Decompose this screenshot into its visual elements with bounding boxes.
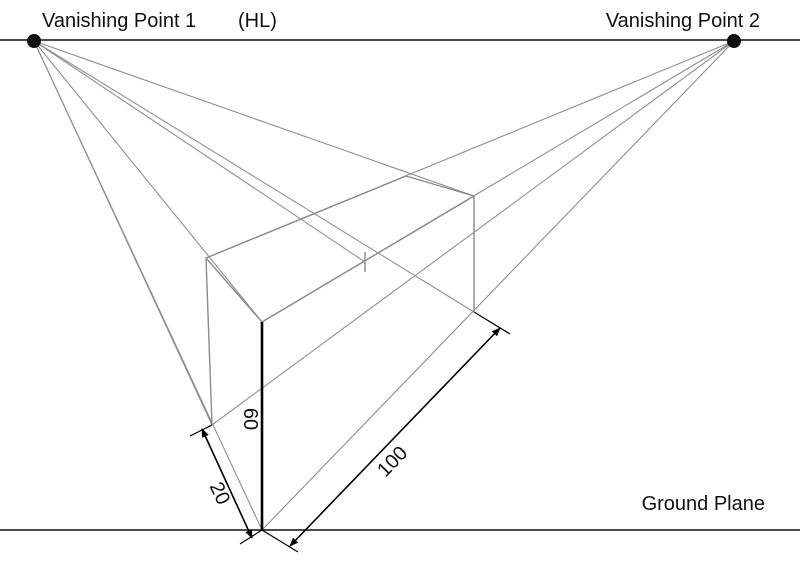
vanishing-point-2-dot (727, 34, 741, 48)
vanishing-point-2-label: Vanishing Point 2 (606, 10, 760, 32)
vp1-line-left-bottom (33, 40, 213, 426)
vp1-line-top-front (33, 40, 263, 323)
dim100-extension-bottom (261, 529, 299, 553)
vp1-line-through-center (33, 40, 366, 263)
box-top-back-right (205, 175, 407, 259)
box-outline (205, 175, 475, 426)
dim20-line (201, 428, 253, 539)
dim20-extension-top (189, 424, 213, 437)
vanishing-point-1-dot (27, 34, 41, 48)
dim100-line (289, 327, 501, 547)
box-left-vertical (205, 257, 213, 426)
vanishing-point-1-label: Vanishing Point 1 (42, 10, 196, 32)
horizon-line-label: (HL) (238, 10, 277, 32)
vp2-projection-lines (205, 40, 735, 531)
box-top-left-edge (205, 257, 263, 323)
dimension-depth-right-label: 100 (373, 442, 412, 481)
ground-plane-label: Ground Plane (642, 493, 765, 515)
dimension-depth-left-label: 20 (205, 479, 234, 508)
vp1-projection-lines (33, 40, 475, 531)
vp2-line-bottom (211, 40, 735, 426)
vp2-line-ground-corner (261, 40, 735, 531)
vp1-line-top-back (33, 40, 475, 197)
box-top-right-edge (261, 195, 475, 323)
dimension-height-label: 60 (239, 408, 261, 430)
dimension-20 (189, 424, 263, 545)
dim100-extension-top (473, 311, 511, 335)
box-top-back-left (405, 175, 475, 197)
dimension-100 (261, 311, 511, 553)
vp1-line-right-bottom (33, 40, 475, 313)
